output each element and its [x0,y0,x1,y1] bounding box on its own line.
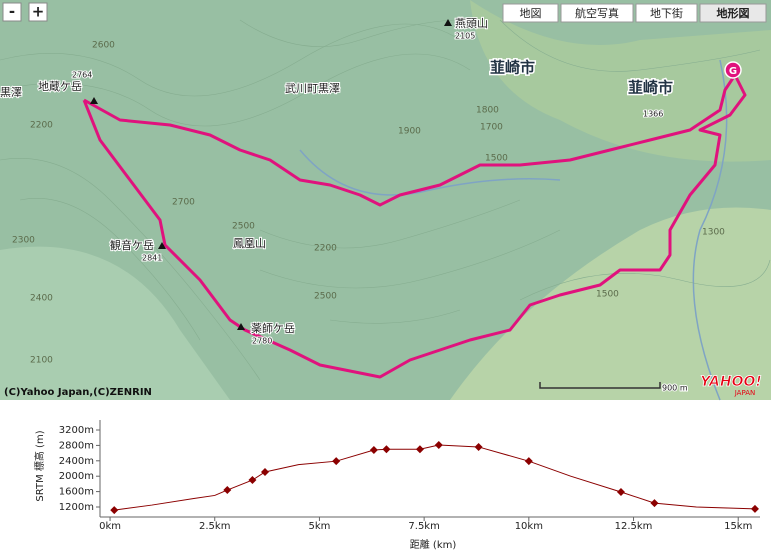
x-tick-label: 12.5km [615,521,653,532]
river [299,149,561,196]
waypoint-marker [261,467,269,476]
map-label: 2105 [455,32,475,41]
zoom-out-button[interactable] [2,2,22,22]
x-tick-label: 2.5km [199,521,230,532]
map-label: 1500 [596,290,619,300]
map-tab-label: 地図 [520,7,542,20]
map-tab-label: 地下街 [650,6,683,20]
logo: YAHOO! [700,374,762,390]
map-tab[interactable] [560,3,634,23]
map-labels: 地蔵ケ岳2764観音ケ岳2841鳳凰山薬師ケ岳2780燕頭山2105韮崎市韮崎市… [0,16,725,366]
terrain-shade [470,0,771,162]
y-axis-label: SRTM 標高 (m) [33,430,46,501]
waypoint-marker [750,504,759,513]
map-tab[interactable] [502,3,559,23]
map-type-tabs: 地図 航空写真 地下街 地形図 [502,3,767,23]
peak-icons [90,19,452,330]
map-label: 燕頭山 [455,17,488,30]
map-tab[interactable] [699,3,767,23]
waypoint-marker [650,499,659,508]
map-label: 鳳凰山 [233,237,266,250]
waypoint-marker [415,445,424,454]
x-tick-label: 10km [515,521,543,532]
goal-label: G [729,66,737,77]
map-label: 2764 [72,71,92,80]
map-label: 2500 [232,222,255,232]
map-label: 2400 [30,294,53,304]
y-tick-label: 2400m [59,456,94,467]
map-label: 武川町黒澤 [285,82,340,95]
terrain-shade [450,207,771,400]
map-label: 2600 [92,41,115,51]
zoom-out-label: - [9,3,15,21]
x-tick-label: 15km [724,521,752,532]
waypoint-marker [474,442,483,451]
map-tab-label: 地形図 [717,6,750,20]
map-tab-label: 航空写真 [575,6,619,20]
route [82,73,747,379]
waypoint-marker [616,487,625,496]
waypoint-marker [110,506,119,515]
elevation-chart: 1200m 1600m 2000m 2400m 2800m 3200m 0km 2.5km 5k… [59,420,760,532]
map-label: 1700 [480,123,503,133]
map-label: 2200 [30,121,53,131]
map-label: 観音ケ岳 [110,238,154,252]
map-label: 2500 [314,292,337,302]
map-label: 薬師ケ岳 [251,322,295,335]
terrain-shade [0,246,230,400]
contours [0,19,771,381]
y-tick-label: 1200m [59,502,94,513]
scale-label: 900 m [662,384,688,393]
elevation-line [114,444,755,511]
map-label: 2100 [30,356,53,366]
x-axis-label: 距離 (km) [410,538,457,551]
map-label: 1900 [398,127,421,137]
waypoint-marker [434,441,443,450]
y-tick-label: 3200m [59,425,94,436]
goal-marker [724,61,742,79]
x-tick-label: 0km [99,521,121,532]
scale-bar [539,382,661,389]
zoom-in-button[interactable] [28,2,48,22]
x-tick-label: 5km [308,521,330,532]
copyright: (C)Yahoo Japan,(C)ZENRIN [4,387,152,398]
river [692,59,728,401]
zoom-in-label: + [32,3,45,21]
map-label: 1300 [702,228,725,238]
y-tick-label: 2800m [59,440,94,451]
waypoint-marker [332,457,341,466]
map-label: 2780 [252,337,272,346]
y-tick-label: 2000m [59,471,94,482]
map-label: 黒澤 [0,86,22,99]
map-label: 2200 [314,244,337,254]
map-label: 韮崎市 [490,59,535,77]
map-label: 1366 [643,110,663,119]
map-label: 2300 [12,236,35,246]
waypoint-marker [369,446,378,455]
y-tick-label: 1600m [59,487,94,498]
x-tick-label: 7.5km [408,521,439,532]
map: G 地蔵ケ岳2764観音ケ岳2841鳳凰山薬師ケ岳2780燕頭山2105韮崎市韮… [0,0,771,401]
map-label: 2700 [172,198,195,208]
logo-sub: JAPAN [734,389,756,397]
map-label: 韮崎市 [628,79,673,97]
waypoint-marker [223,486,232,495]
map-label: 地蔵ケ岳 [38,80,82,93]
map-tab[interactable] [635,3,698,23]
waypoint-marker [248,476,257,485]
waypoint-marker [524,457,533,466]
waypoint-marker [382,445,391,454]
map-label: 1500 [485,154,508,164]
map-label: 1800 [476,106,499,116]
map-label: 2841 [142,254,162,263]
